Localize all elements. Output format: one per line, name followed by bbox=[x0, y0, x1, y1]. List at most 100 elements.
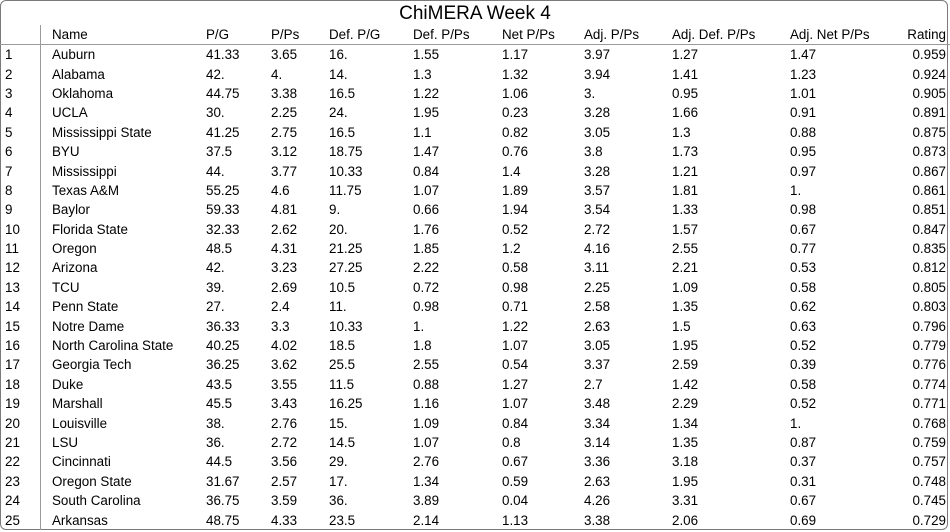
cell-p-g: 31.67 bbox=[206, 473, 240, 489]
cell-p-g: 43.5 bbox=[206, 376, 233, 392]
cell-def-p-ps: 1.07 bbox=[413, 435, 440, 450]
cell-p-g: 30. bbox=[206, 105, 225, 121]
cell-def-p-ps: 1.09 bbox=[413, 415, 440, 431]
cell-adj-net-p-ps: 0.98 bbox=[790, 202, 817, 218]
cell-adj-p-ps: 3. bbox=[584, 85, 596, 101]
cell-adj-net-p-ps: 0.67 bbox=[790, 493, 817, 509]
cell-p-ps: 3.23 bbox=[271, 260, 298, 276]
cell-adj-p-ps: 3.54 bbox=[584, 202, 611, 218]
cell-adj-p-ps: 4.26 bbox=[584, 493, 611, 509]
cell-p-g: 41.33 bbox=[206, 47, 240, 63]
cell-p-ps: 2.72 bbox=[271, 435, 298, 450]
cell-adj-p-ps: 3.97 bbox=[584, 47, 611, 63]
cell-adj-def-p-ps: 2.06 bbox=[672, 512, 699, 528]
cell-p-ps: 3.65 bbox=[271, 47, 298, 63]
cell-rank: 1 bbox=[0, 44, 41, 65]
cell-p-g: 44.75 bbox=[206, 85, 240, 101]
cell-name: Oklahoma bbox=[52, 85, 114, 101]
cell-name: Louisville bbox=[52, 415, 108, 431]
table-row: 3 Oklahoma 44.75 3.38 16.5 1.22 1.06 3. 0.95 1.01… bbox=[0, 83, 950, 104]
cell-rank: 21 bbox=[0, 432, 41, 453]
cell-adj-p-ps: 3.34 bbox=[584, 415, 611, 431]
cell-p-g: 32.33 bbox=[206, 221, 240, 237]
cell-adj-p-ps: 2.7 bbox=[584, 376, 603, 392]
cell-rank: 2 bbox=[0, 64, 41, 84]
cell-rating: 0.835 bbox=[912, 241, 946, 257]
cell-p-ps: 3.56 bbox=[271, 454, 298, 470]
column-header-def-p-g: Def. P/G bbox=[329, 25, 413, 45]
column-header-rank bbox=[0, 25, 41, 45]
cell-name: Marshall bbox=[52, 396, 103, 412]
cell-adj-def-p-ps: 1.09 bbox=[672, 279, 699, 295]
cell-net-p-ps: 1.27 bbox=[502, 376, 529, 392]
cell-name: Arkansas bbox=[52, 512, 108, 528]
cell-rating: 0.768 bbox=[912, 415, 946, 431]
cell-adj-p-ps: 2.63 bbox=[584, 473, 611, 489]
cell-name: Arizona bbox=[52, 260, 98, 276]
cell-adj-p-ps: 4.16 bbox=[584, 241, 611, 257]
table-body: 1 Auburn 41.33 3.65 16. 1.55 1.17 3.97 1.27 1.47 0… bbox=[0, 44, 950, 530]
table-row: 7 Mississippi 44. 3.77 10.33 0.84 1.4 3.28 1.21 0… bbox=[0, 161, 950, 181]
cell-p-g: 40.25 bbox=[206, 338, 240, 354]
cell-adj-p-ps: 3.28 bbox=[584, 163, 611, 179]
cell-rating: 0.861 bbox=[912, 182, 946, 198]
cell-adj-p-ps: 3.94 bbox=[584, 66, 611, 82]
cell-name: Florida State bbox=[52, 221, 128, 237]
cell-name: Auburn bbox=[52, 47, 96, 63]
cell-def-p-g: 29. bbox=[329, 454, 348, 470]
cell-adj-net-p-ps: 0.63 bbox=[790, 318, 817, 334]
cell-adj-net-p-ps: 0.58 bbox=[790, 376, 817, 392]
cell-net-p-ps: 1.17 bbox=[502, 47, 529, 63]
table-row: 1 Auburn 41.33 3.65 16. 1.55 1.17 3.97 1.27 1.47 0… bbox=[0, 44, 950, 65]
cell-adj-def-p-ps: 1.3 bbox=[672, 124, 691, 140]
cell-rank: 4 bbox=[0, 103, 41, 123]
cell-adj-def-p-ps: 1.42 bbox=[672, 376, 699, 392]
cell-adj-net-p-ps: 1.01 bbox=[790, 85, 817, 101]
cell-def-p-g: 16.25 bbox=[329, 396, 363, 412]
cell-def-p-g: 15. bbox=[329, 415, 348, 431]
column-header-p-ps: P/Ps bbox=[271, 25, 329, 45]
table-row: 2 Alabama 42. 4. 14. 1.3 1.32 3.94 1.41 1.23 0.924 bbox=[0, 64, 950, 84]
cell-def-p-ps: 1.1 bbox=[413, 124, 432, 140]
cell-adj-def-p-ps: 2.21 bbox=[672, 260, 699, 276]
cell-adj-net-p-ps: 0.58 bbox=[790, 279, 817, 295]
cell-rating: 0.873 bbox=[912, 144, 946, 160]
cell-net-p-ps: 1.06 bbox=[502, 85, 529, 101]
cell-adj-def-p-ps: 1.57 bbox=[672, 221, 699, 237]
cell-p-g: 48.75 bbox=[206, 512, 240, 528]
table-row: 12 Arizona 42. 3.23 27.25 2.22 0.58 3.11 2.21 0.5… bbox=[0, 258, 950, 278]
cell-p-ps: 3.3 bbox=[271, 318, 290, 334]
cell-adj-def-p-ps: 1.95 bbox=[672, 473, 699, 489]
cell-p-ps: 2.25 bbox=[271, 105, 298, 121]
cell-adj-p-ps: 3.11 bbox=[584, 260, 610, 276]
cell-rating: 0.905 bbox=[912, 85, 946, 101]
cell-p-ps: 3.62 bbox=[271, 357, 298, 373]
cell-def-p-g: 36. bbox=[329, 493, 348, 509]
cell-adj-def-p-ps: 3.31 bbox=[672, 493, 699, 509]
cell-p-ps: 2.4 bbox=[271, 299, 290, 315]
cell-net-p-ps: 0.23 bbox=[502, 105, 529, 121]
cell-def-p-ps: 1.8 bbox=[413, 338, 432, 354]
cell-adj-def-p-ps: 1.35 bbox=[672, 435, 699, 450]
cell-def-p-g: 10.5 bbox=[329, 279, 356, 295]
table-row: 14 Penn State 27. 2.4 11. 0.98 0.71 2.58 1.35 0.6… bbox=[0, 297, 950, 317]
cell-adj-def-p-ps: 1.66 bbox=[672, 105, 699, 121]
cell-def-p-g: 24. bbox=[329, 105, 348, 121]
cell-name: North Carolina State bbox=[52, 338, 174, 354]
cell-rating: 0.847 bbox=[912, 221, 946, 237]
cell-adj-def-p-ps: 1.27 bbox=[672, 47, 699, 63]
cell-rank: 3 bbox=[0, 83, 41, 104]
table-row: 4 UCLA 30. 2.25 24. 1.95 0.23 3.28 1.66 0.91 0.891 bbox=[0, 103, 950, 123]
table-row: 25 Arkansas 48.75 4.33 23.5 2.14 1.13 3.38 2.06 0… bbox=[0, 510, 950, 530]
cell-adj-p-ps: 3.57 bbox=[584, 182, 611, 198]
cell-rank: 5 bbox=[0, 122, 41, 142]
cell-p-ps: 4.6 bbox=[271, 182, 290, 198]
cell-def-p-ps: 0.66 bbox=[413, 202, 440, 218]
cell-def-p-g: 11.5 bbox=[329, 376, 355, 392]
cell-net-p-ps: 1.4 bbox=[502, 163, 521, 179]
table-row: 13 TCU 39. 2.69 10.5 0.72 0.98 2.25 1.09 0.58 0.80… bbox=[0, 277, 950, 298]
cell-name: LSU bbox=[52, 435, 79, 450]
cell-adj-p-ps: 2.25 bbox=[584, 279, 611, 295]
cell-rank: 6 bbox=[0, 141, 41, 162]
cell-adj-p-ps: 2.72 bbox=[584, 221, 611, 237]
